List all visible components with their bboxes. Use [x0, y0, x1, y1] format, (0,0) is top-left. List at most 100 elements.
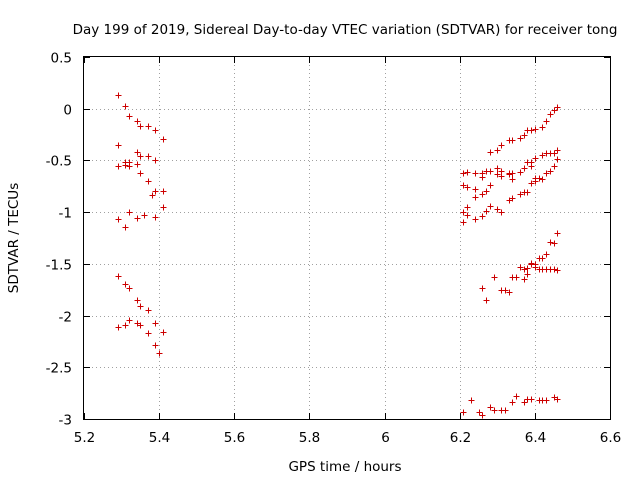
- data-point-prn-g: [464, 169, 471, 176]
- data-point-prn-k: [554, 230, 561, 237]
- x-tick-label: 6.4: [525, 430, 546, 446]
- data-point-prn-k: [479, 285, 486, 292]
- data-point-prn-l: [521, 276, 528, 283]
- data-point-prn-f: [160, 329, 167, 336]
- data-point-prn-k: [513, 274, 520, 281]
- data-point-prn-d: [149, 192, 156, 199]
- y-tick-label: 0.5: [51, 51, 72, 67]
- data-point-prn-d: [160, 204, 167, 211]
- data-point-prn-i: [483, 188, 490, 195]
- data-point-prn-e: [145, 307, 152, 314]
- x-tick-labels: 5.2 5.4 5.6 5.8 6 6.2 6.4 6.6: [74, 430, 621, 446]
- data-point-prn-h: [551, 150, 558, 157]
- data-point-prn-m: [509, 399, 516, 406]
- data-point-prn-c: [126, 159, 133, 166]
- data-point-prn-g: [551, 107, 558, 114]
- data-point-prn-k: [483, 297, 490, 304]
- data-point-prn-g: [517, 135, 524, 142]
- data-point-prn-b: [137, 153, 144, 160]
- data-point-prn-i: [554, 156, 561, 163]
- x-tick-label: 5.6: [224, 430, 245, 446]
- data-point-prn-e: [152, 342, 159, 349]
- data-point-prn-l: [532, 264, 539, 271]
- data-point-prn-l: [517, 264, 524, 271]
- y-axis-label: SDTVAR / TECUs: [6, 183, 22, 293]
- data-point-prn-j: [517, 191, 524, 198]
- data-point-prn-h: [532, 155, 539, 162]
- data-point-prn-b: [115, 142, 122, 149]
- data-point-prn-e: [137, 303, 144, 310]
- data-point-prn-e: [134, 297, 141, 304]
- data-point-prn-l: [551, 240, 558, 247]
- data-point-prn-i: [517, 169, 524, 176]
- data-point-prn-d: [141, 212, 148, 219]
- data-point-prn-m: [460, 409, 467, 416]
- x-tick-label: 5.4: [149, 430, 170, 446]
- y-tick-labels: 0.5 0 -0.5 -1 -1.5 -2 -2.5 -3: [46, 51, 72, 429]
- data-point-prn-c: [134, 161, 141, 168]
- data-point-prn-g: [460, 170, 467, 177]
- data-point-prn-j: [494, 206, 501, 213]
- data-point-prn-j: [472, 216, 479, 223]
- data-point-prn-g: [528, 127, 535, 134]
- data-point-prn-m: [476, 409, 483, 416]
- data-point-prn-c: [160, 188, 167, 195]
- data-point-prn-m: [513, 393, 520, 400]
- data-point-prn-m: [502, 407, 509, 414]
- data-point-prn-g: [547, 111, 554, 118]
- data-point-prn-g: [532, 126, 539, 133]
- y-tick-label: -2.5: [46, 361, 72, 377]
- data-point-prn-a: [115, 92, 122, 99]
- data-point-prn-k: [521, 266, 528, 273]
- data-point-prn-j: [498, 209, 505, 216]
- y-tick-label: -0.5: [46, 154, 72, 170]
- data-point-prn-d: [126, 209, 133, 216]
- data-point-prn-k: [502, 287, 509, 294]
- grid-lines: [84, 57, 610, 419]
- data-point-prn-h: [494, 165, 501, 172]
- data-point-prn-l: [543, 251, 550, 258]
- data-point-prn-d: [134, 215, 141, 222]
- data-point-prn-l: [547, 266, 554, 273]
- data-point-prn-l: [554, 267, 561, 274]
- data-point-prn-l: [528, 260, 535, 267]
- data-point-prn-h: [460, 182, 467, 189]
- data-point-prn-g: [472, 170, 479, 177]
- data-point-prn-d: [115, 216, 122, 223]
- data-point-prn-f: [122, 322, 129, 329]
- data-point-prn-c: [137, 170, 144, 177]
- data-point-prn-a: [134, 118, 141, 125]
- axis-ticks: [84, 57, 611, 420]
- data-point-prn-i: [506, 171, 513, 178]
- y-tick-label: -3: [59, 413, 72, 429]
- data-point-prn-a: [137, 123, 144, 130]
- data-point-prn-b: [134, 149, 141, 156]
- data-point-prn-i: [551, 163, 558, 170]
- data-point-prn-f: [137, 322, 144, 329]
- data-point-prn-f: [115, 324, 122, 331]
- data-point-prn-j: [460, 209, 467, 216]
- x-tick-label: 6.2: [450, 430, 471, 446]
- data-point-prn-b: [145, 153, 152, 160]
- data-point-prn-a: [152, 127, 159, 134]
- data-point-prn-g: [509, 137, 516, 144]
- data-point-prn-i: [509, 176, 516, 183]
- y-tick-label: -1: [59, 206, 72, 222]
- data-point-prn-i: [494, 171, 501, 178]
- data-point-prn-a: [122, 103, 129, 110]
- data-point-prn-m: [543, 397, 550, 404]
- data-point-prn-g: [487, 149, 494, 156]
- data-point-prn-m: [479, 412, 486, 419]
- data-point-prn-f: [152, 320, 159, 327]
- data-point-prn-g: [543, 118, 550, 125]
- y-tick-label: -2: [59, 310, 72, 326]
- data-point-prn-i: [487, 182, 494, 189]
- data-point-prn-h: [472, 186, 479, 193]
- data-point-prn-d: [152, 214, 159, 221]
- data-point-prn-a: [160, 136, 167, 143]
- data-point-prn-g: [539, 124, 546, 131]
- data-point-prn-i: [479, 191, 486, 198]
- data-point-prn-j: [509, 195, 516, 202]
- data-point-prn-i: [464, 212, 471, 219]
- data-point-prn-h: [487, 168, 494, 175]
